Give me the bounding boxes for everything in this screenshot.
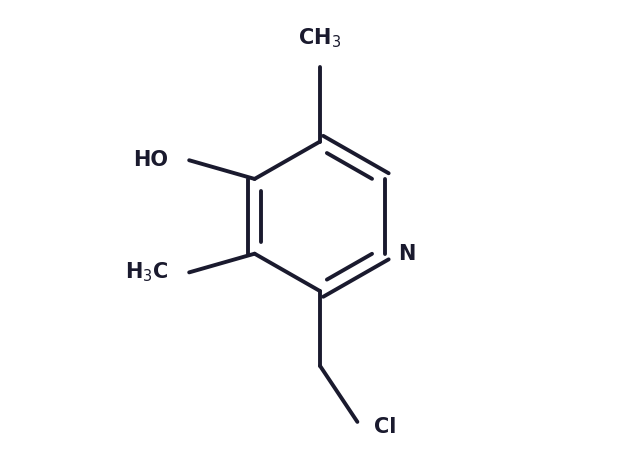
Text: CH$_3$: CH$_3$	[298, 27, 342, 50]
Text: HO: HO	[133, 150, 168, 170]
Text: H$_3$C: H$_3$C	[125, 260, 168, 284]
Text: N: N	[399, 243, 416, 264]
Text: Cl: Cl	[374, 416, 396, 437]
